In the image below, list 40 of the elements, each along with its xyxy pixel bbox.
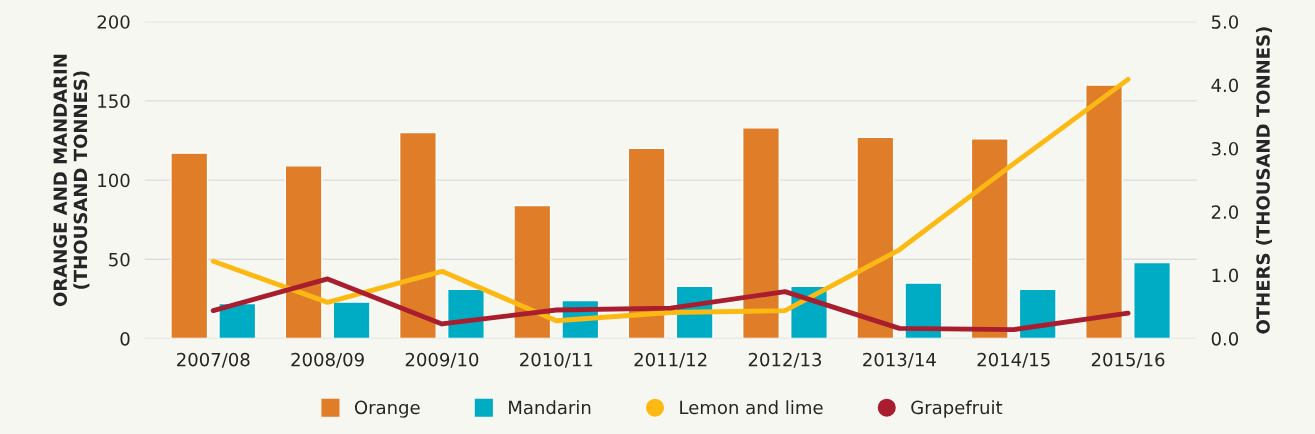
y-tick-label: 100 xyxy=(98,173,130,188)
x-tick-label: 2012/13 xyxy=(748,352,822,368)
x-tick-label: 2015/16 xyxy=(1091,352,1165,368)
legend-label: Orange xyxy=(354,400,420,418)
y-axis-title: ORANGE AND MANDARIN (THOUSAND TONNES) xyxy=(53,54,90,307)
y-tick-label: 50 xyxy=(109,252,130,267)
line-series xyxy=(210,76,1131,324)
x-tick-label: 2008/09 xyxy=(291,352,364,368)
bar xyxy=(856,136,895,339)
y-tick-label: 150 xyxy=(98,94,130,109)
x-tick-label: 2007/08 xyxy=(177,352,250,368)
bar xyxy=(1133,261,1172,339)
line-series xyxy=(210,276,1131,333)
bar xyxy=(332,301,371,339)
legend-label: Grapefruit xyxy=(911,400,1003,418)
y2-tick-label: 0.0 xyxy=(1211,331,1239,346)
legend-label: Mandarin xyxy=(509,400,591,415)
y2-tick-label: 2.0 xyxy=(1211,205,1239,219)
y2-tick-label: 5.0 xyxy=(1211,15,1239,29)
bar xyxy=(170,152,209,339)
bar xyxy=(627,147,666,339)
x-tick-label: 2009/10 xyxy=(405,352,479,368)
y2-tick-label: 4.0 xyxy=(1211,78,1239,93)
bar xyxy=(218,302,257,339)
y-tick-label: 0 xyxy=(120,331,130,346)
x-tick-label: 2014/15 xyxy=(977,352,1050,368)
x-tick-label: 2010/11 xyxy=(520,352,593,368)
bar xyxy=(970,138,1009,339)
bar xyxy=(398,131,437,339)
bar xyxy=(284,165,323,339)
x-tick-label: 2011/12 xyxy=(634,352,707,368)
bar xyxy=(741,127,780,339)
bar xyxy=(513,204,552,339)
y2-axis-title: OTHERS (THOUSAND TONNES) xyxy=(1255,27,1273,334)
y-tick-label: 200 xyxy=(97,15,130,29)
legend-label: Lemon and lime xyxy=(680,400,823,415)
bar xyxy=(1085,84,1124,339)
y2-tick-label: 1.0 xyxy=(1212,268,1239,283)
x-tick-label: 2013/14 xyxy=(863,352,936,368)
y2-tick-label: 3.0 xyxy=(1211,141,1239,156)
